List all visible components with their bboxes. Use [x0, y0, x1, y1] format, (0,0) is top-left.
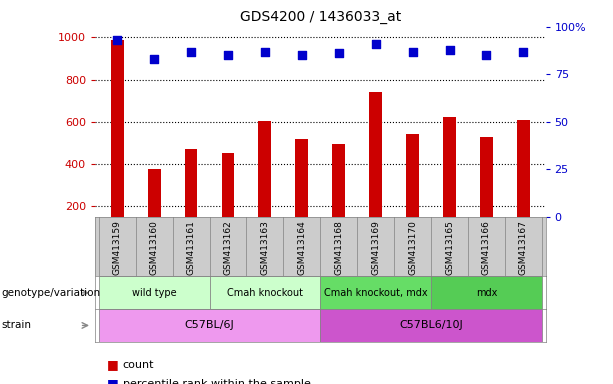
Bar [480, 137, 493, 249]
Bar [148, 169, 161, 249]
Text: count: count [123, 360, 154, 370]
Text: ■: ■ [107, 377, 119, 384]
Text: GSM413168: GSM413168 [334, 220, 343, 275]
Point [297, 52, 306, 58]
Point [519, 48, 528, 55]
Bar [321, 276, 431, 309]
Text: genotype/variation: genotype/variation [1, 288, 101, 298]
Text: GSM413165: GSM413165 [445, 220, 454, 275]
Text: ■: ■ [107, 358, 119, 371]
Bar [295, 139, 308, 249]
Bar [99, 276, 210, 309]
Bar [210, 276, 321, 309]
Text: percentile rank within the sample: percentile rank within the sample [123, 379, 310, 384]
Text: mdx: mdx [476, 288, 497, 298]
Text: GSM413162: GSM413162 [224, 220, 232, 275]
Point [408, 48, 417, 55]
Bar [332, 144, 345, 249]
Bar [406, 134, 419, 249]
Point [112, 37, 122, 43]
Text: GSM413164: GSM413164 [297, 220, 306, 275]
Text: strain: strain [1, 320, 31, 331]
Text: GSM413160: GSM413160 [150, 220, 159, 275]
Bar [321, 309, 542, 342]
Bar [259, 121, 272, 249]
Point [334, 50, 344, 56]
Bar [431, 276, 542, 309]
Text: GSM413170: GSM413170 [408, 220, 417, 275]
Point [223, 52, 233, 58]
Text: Cmah knockout, mdx: Cmah knockout, mdx [324, 288, 427, 298]
Text: GSM413166: GSM413166 [482, 220, 491, 275]
Bar [111, 40, 124, 249]
Point [186, 48, 196, 55]
Text: wild type: wild type [132, 288, 177, 298]
Text: GSM413159: GSM413159 [113, 220, 121, 275]
Text: C57BL6/10J: C57BL6/10J [399, 320, 463, 331]
Text: GSM413161: GSM413161 [186, 220, 196, 275]
Bar [517, 120, 530, 249]
Text: GSM413169: GSM413169 [371, 220, 380, 275]
Bar [99, 309, 321, 342]
Point [260, 48, 270, 55]
Bar [369, 92, 382, 249]
Point [371, 41, 381, 47]
Title: GDS4200 / 1436033_at: GDS4200 / 1436033_at [240, 10, 401, 25]
Point [482, 52, 492, 58]
Bar [443, 117, 456, 249]
Text: C57BL/6J: C57BL/6J [185, 320, 234, 331]
Text: GSM413167: GSM413167 [519, 220, 528, 275]
Point [444, 46, 454, 53]
Text: GSM413163: GSM413163 [261, 220, 269, 275]
Bar [221, 152, 234, 249]
Text: Cmah knockout: Cmah knockout [227, 288, 303, 298]
Bar [185, 149, 197, 249]
Point [149, 56, 159, 62]
